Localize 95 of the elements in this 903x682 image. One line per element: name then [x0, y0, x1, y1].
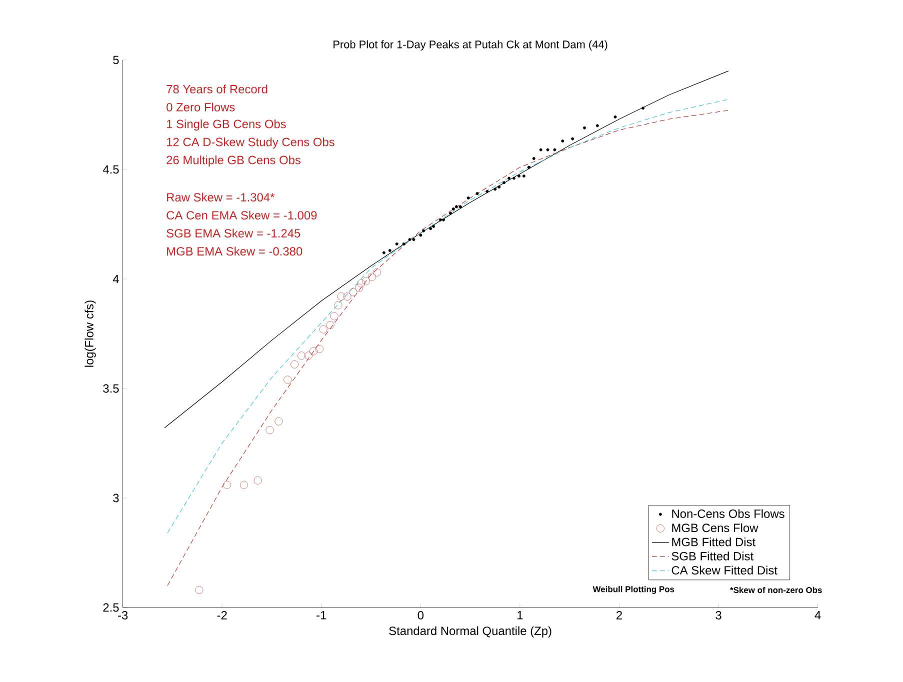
- point: [429, 227, 432, 230]
- point: [395, 242, 398, 246]
- point: [319, 325, 328, 334]
- point: [372, 268, 381, 276]
- point: [223, 480, 232, 489]
- y-tick-label: 4: [112, 274, 119, 284]
- legend-label: SGB Fitted Dist: [672, 552, 754, 560]
- point: [512, 176, 516, 180]
- annotation: 0 Zero Flows: [166, 102, 235, 112]
- point: [532, 157, 536, 160]
- point: [388, 249, 392, 252]
- point: [502, 181, 506, 184]
- point: [412, 238, 416, 242]
- annotation: 1 Single GB Cens Obs: [167, 119, 286, 131]
- point: [408, 238, 412, 242]
- point: [240, 480, 248, 489]
- point: [596, 124, 599, 128]
- point: [298, 352, 306, 360]
- point: [330, 312, 338, 320]
- point: [614, 115, 617, 118]
- point: [309, 347, 318, 356]
- point: [432, 224, 436, 228]
- x-axis-title: Standard Normal Quantile (Zp): [389, 626, 552, 638]
- point: [494, 188, 497, 191]
- annotation: 26 Multiple GB Cens Obs: [166, 155, 301, 167]
- y-tick-label: 2.5: [103, 603, 119, 612]
- point: [561, 140, 564, 143]
- point: [357, 279, 366, 288]
- annotation: Weibull Plotting Pos: [592, 586, 674, 594]
- point: [368, 272, 376, 281]
- x-tick-label: 1: [518, 611, 523, 620]
- point: [454, 205, 458, 208]
- y-tick-label: 3.5: [103, 384, 119, 393]
- legend-label: MGB Cens Flow: [672, 523, 758, 532]
- point: [458, 205, 462, 208]
- x-tick-label: 0: [418, 611, 424, 620]
- point: [571, 137, 574, 140]
- y-tick-label: 4.5: [102, 165, 119, 174]
- annotation: SGB EMA Skew = -1.245: [166, 228, 300, 238]
- x-tick-label: 2: [616, 611, 622, 620]
- annotation: 12 CA D-Skew Study Cens Obs: [167, 137, 334, 149]
- y-tick-label: 5: [113, 56, 119, 64]
- point: [476, 192, 479, 196]
- point: [522, 174, 526, 178]
- point: [553, 148, 556, 152]
- point: [304, 352, 312, 360]
- point: [422, 229, 426, 232]
- point: [326, 320, 334, 329]
- point: [466, 196, 470, 200]
- legend-label: Non-Cens Obs Flows: [672, 509, 784, 518]
- point: [442, 218, 445, 222]
- point: [254, 476, 262, 484]
- line-series: [164, 70, 729, 428]
- point: [337, 292, 346, 300]
- point: [539, 148, 542, 152]
- x-tick-label: -2: [217, 611, 227, 620]
- point: [343, 292, 352, 300]
- point: [448, 212, 452, 215]
- point: [517, 174, 520, 178]
- point: [290, 360, 299, 368]
- point: [498, 186, 501, 189]
- annotation: Raw Skew = -1.304*: [167, 192, 275, 202]
- point: [486, 190, 489, 193]
- legend-label: CA Skew Fitted Dist: [672, 566, 778, 575]
- point: [362, 277, 370, 286]
- point: [419, 234, 422, 237]
- point: [452, 207, 455, 210]
- point: [582, 126, 586, 130]
- chart-title: Prob Plot for 1-Day Peaks at Putah Ck at Mont Dam (44): [334, 40, 608, 50]
- point: [546, 148, 550, 152]
- point: [349, 288, 358, 296]
- point: [382, 251, 386, 254]
- point: [266, 426, 274, 434]
- point: [274, 417, 283, 426]
- point: [334, 301, 342, 310]
- annotation: *Skew of non-zero Obs: [730, 586, 822, 594]
- point: [642, 106, 645, 110]
- x-tick-label: 3: [716, 611, 722, 620]
- point: [402, 242, 406, 246]
- point: [508, 176, 511, 180]
- point: [195, 586, 204, 594]
- point: [527, 166, 530, 169]
- y-axis-title: log(Flow cfs): [84, 300, 96, 367]
- x-tick-label: -3: [118, 611, 128, 620]
- annotation: 78 Years of Record: [166, 84, 268, 94]
- annotation: CA Cen EMA Skew = -1.009: [166, 210, 317, 220]
- point: [284, 376, 292, 384]
- point: [355, 284, 364, 292]
- legend-label: MGB Fitted Dist: [672, 537, 756, 546]
- annotation: MGB EMA Skew = -0.380: [167, 246, 302, 256]
- x-tick-label: 4: [814, 611, 821, 620]
- point: [439, 218, 442, 222]
- y-tick-label: 3: [113, 494, 119, 502]
- x-tick-label: -1: [316, 611, 326, 620]
- point: [315, 345, 324, 354]
